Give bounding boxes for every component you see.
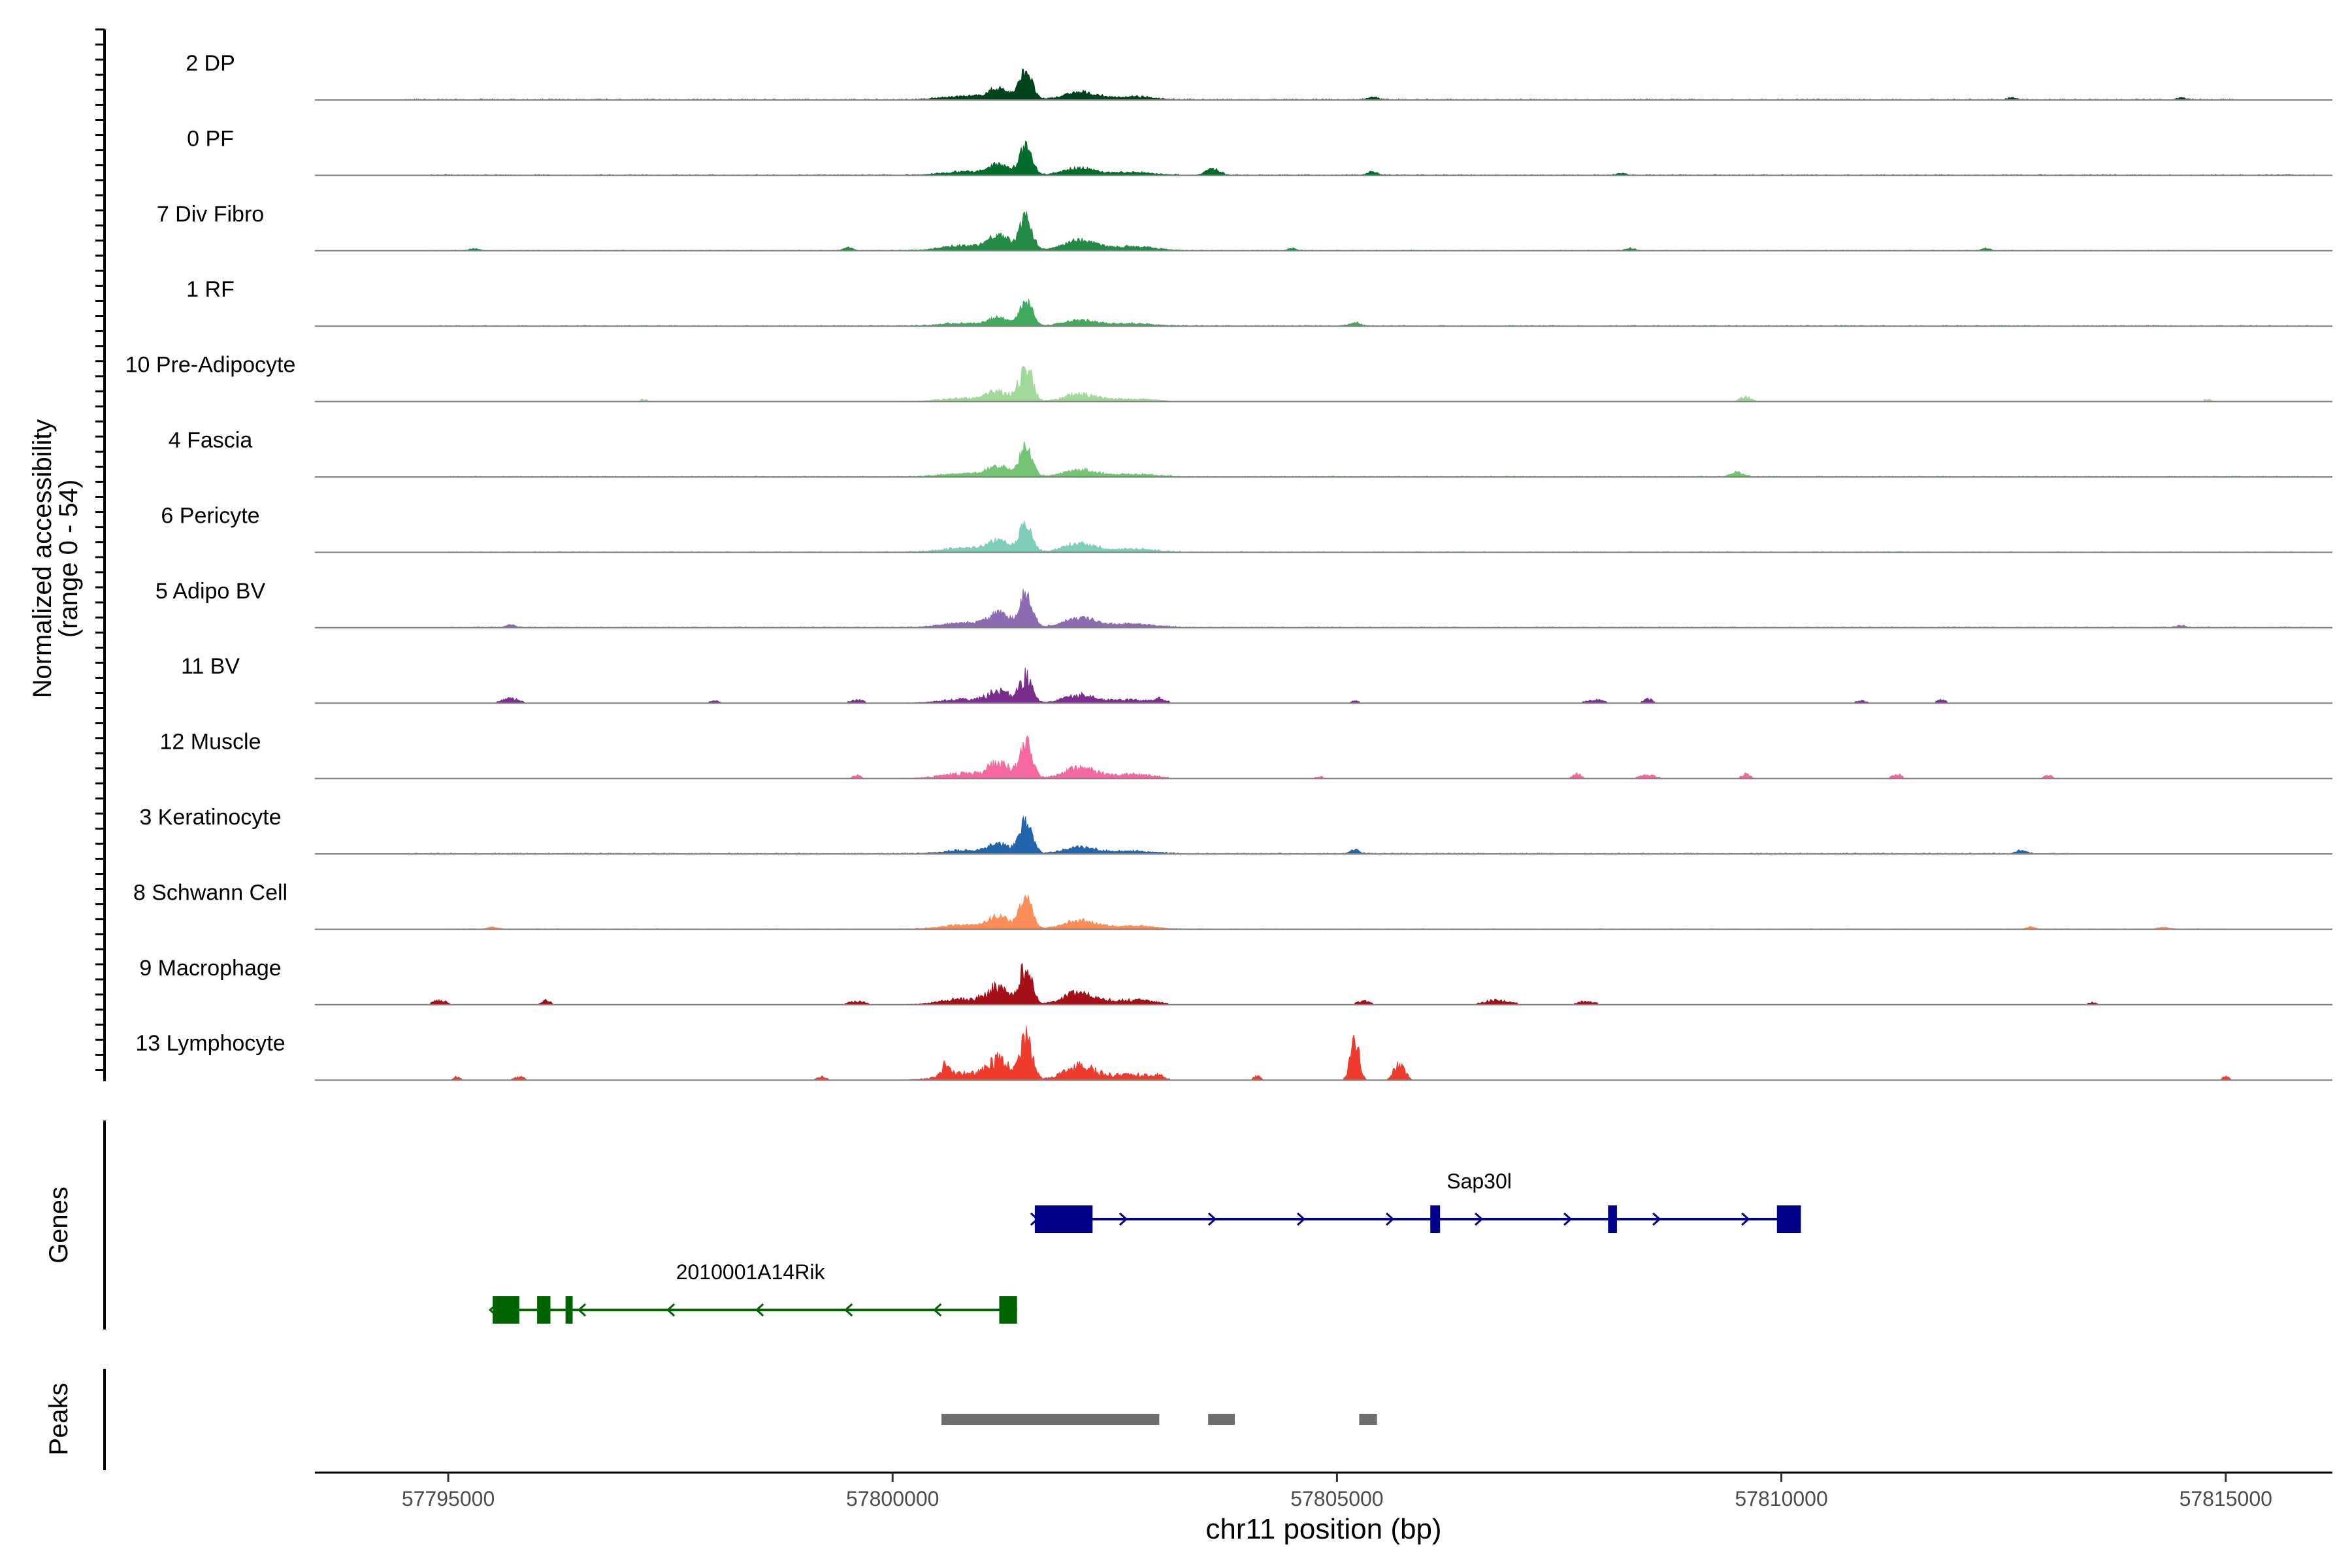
coverage-track: 10 Pre-Adipocyte [125, 353, 2332, 402]
coverage-track: 1 RF [186, 277, 2332, 327]
strand-arrow [1386, 1212, 1395, 1226]
track-label: 11 BV [181, 654, 240, 679]
x-tick-label: 57815000 [2180, 1487, 2272, 1511]
gene-exon [565, 1296, 573, 1324]
peaks-track [941, 1414, 1377, 1425]
x-tick-label: 57805000 [1290, 1487, 1383, 1511]
gene-exon [537, 1296, 551, 1324]
x-axis-title: chr11 position (bp) [1205, 1513, 1441, 1545]
track-label: 12 Muscle [160, 730, 261, 755]
coverage-track: 7 Div Fibro [157, 202, 2332, 252]
coverage-track: 4 Fascia [169, 428, 2332, 478]
coverage-area [448, 894, 2226, 930]
strand-arrow [1119, 1212, 1128, 1226]
strand-arrow [1741, 1212, 1750, 1226]
x-axis-ticks: 57795000 57800000 57805000 57810000 57815000 [402, 1473, 2272, 1511]
coverage-area [448, 1026, 2235, 1081]
gene-model: Sap30l [1030, 1169, 1801, 1233]
strand-arrow [1207, 1212, 1217, 1226]
track-label: 3 Keratinocyte [139, 805, 281, 830]
coverage-area [848, 735, 2065, 779]
gene-name: 2010001A14Rik [676, 1260, 826, 1284]
peak-region [1359, 1414, 1377, 1425]
coverage-track: 5 Adipo BV [155, 579, 2332, 629]
genes-track-label: Genes [44, 1186, 73, 1264]
strand-arrow [577, 1303, 587, 1317]
peaks-track-label: Peaks [44, 1382, 73, 1455]
coverage-track: 13 Lymphocyte [135, 1026, 2332, 1081]
gene-name: Sap30l [1446, 1169, 1512, 1193]
genes-track: Sap30l 2010001A14Rik [488, 1169, 1801, 1324]
coverage-tracks: 2 DP 0 PF 7 Div Fibro 1 RF 10 Pre-Adipocyte 4… [125, 51, 2332, 1081]
track-label: 9 Macrophage [139, 956, 281, 981]
coverage-area [430, 211, 2208, 252]
coverage-area [448, 589, 2315, 629]
strand-arrow [755, 1303, 764, 1317]
strand-arrow [1296, 1212, 1306, 1226]
strand-arrow [933, 1303, 942, 1317]
gene-model: 2010001A14Rik [488, 1260, 1017, 1324]
track-label: 6 Pericyte [161, 503, 259, 528]
x-tick-label: 57795000 [402, 1487, 495, 1511]
track-label: 1 RF [186, 277, 235, 302]
x-tick-label: 57810000 [1735, 1487, 1827, 1511]
coverage-area [447, 520, 2315, 553]
coverage-track: 12 Muscle [160, 730, 2332, 779]
track-label: 5 Adipo BV [155, 579, 266, 604]
x-tick-label: 57800000 [846, 1487, 939, 1511]
coverage-area [626, 366, 2226, 402]
coverage-area [430, 140, 2315, 176]
coverage-area [403, 815, 2074, 855]
peak-region [1208, 1414, 1235, 1425]
coverage-area [448, 667, 1959, 704]
track-label: 0 PF [187, 126, 234, 151]
strand-arrow [843, 1303, 853, 1317]
strand-arrow [666, 1303, 676, 1317]
coverage-track: 9 Macrophage [139, 956, 2332, 1005]
gene-exon [493, 1296, 519, 1324]
peak-region [941, 1414, 1160, 1425]
coverage-area [404, 69, 2235, 101]
coverage-y-ticks [95, 28, 105, 1071]
coverage-track: 3 Keratinocyte [139, 805, 2332, 855]
strand-arrow [1563, 1212, 1573, 1226]
y-axis-label-line1: Normalized accessibility [28, 419, 57, 698]
track-label: 7 Div Fibro [157, 202, 264, 227]
strand-arrow [1475, 1212, 1484, 1226]
coverage-track: 8 Schwann Cell [133, 880, 2332, 930]
coverage-track: 11 BV [181, 654, 2332, 704]
gene-exon [1430, 1205, 1441, 1233]
track-label: 8 Schwann Cell [133, 880, 287, 905]
gene-exon [1776, 1205, 1801, 1233]
track-label: 10 Pre-Adipocyte [125, 353, 296, 378]
y-axis-label-line2: (range 0 - 54) [54, 480, 83, 638]
coverage-track: 0 PF [187, 126, 2332, 176]
coverage-area [429, 299, 2315, 327]
track-label: 2 DP [186, 51, 235, 76]
gene-exon [1608, 1205, 1617, 1233]
coverage-track: 2 DP [186, 51, 2332, 101]
gene-exon [999, 1296, 1017, 1324]
track-label: 4 Fascia [169, 428, 253, 453]
coverage-area [430, 962, 2101, 1005]
gene-exon [1034, 1205, 1093, 1233]
strand-arrow [1652, 1212, 1661, 1226]
coverage-area [448, 441, 2315, 478]
track-label: 13 Lymphocyte [135, 1031, 285, 1056]
coverage-track: 6 Pericyte [161, 503, 2332, 553]
